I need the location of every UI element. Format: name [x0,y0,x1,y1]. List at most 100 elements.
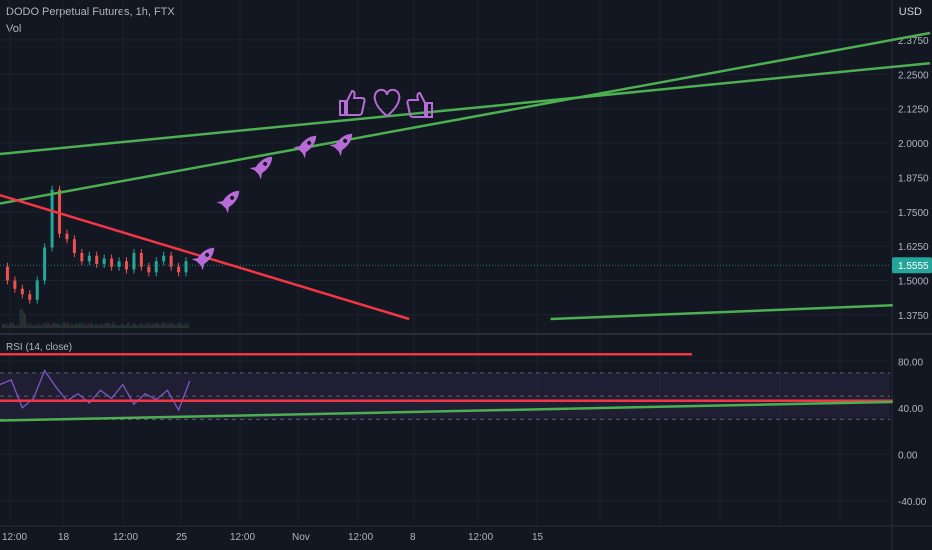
volume-bar [145,323,146,328]
volume-bar [122,323,123,328]
volume-bar [97,324,98,328]
price-tick-label: 1.6250 [898,242,929,253]
volume-bar [64,323,65,328]
candle-body [6,267,9,281]
candle-body [155,261,158,272]
volume-bar [187,326,188,328]
volume-bar [175,325,176,328]
volume-bar [181,324,182,328]
volume-bar [174,324,175,328]
candle-body [51,190,54,248]
volume-bar [169,325,170,328]
volume-bar [160,325,161,328]
volume-bar [136,325,137,328]
volume-bar [113,325,114,328]
candle-body [28,294,31,300]
price-tick-label: 1.7500 [898,208,929,219]
volume-bar [91,322,92,328]
trendline-green-3[interactable] [551,305,893,319]
volume-bar [92,324,93,328]
volume-bar [108,323,109,328]
volume-bar [102,326,103,328]
volume-bar [89,325,90,328]
volume-bar [65,322,66,328]
volume-bar [93,325,94,328]
volume-bar [31,323,32,328]
volume-bar [118,325,119,328]
volume-bar [135,324,136,328]
trendline-green-1[interactable] [0,33,930,204]
volume-bar [38,326,39,328]
volume-bar [55,323,56,328]
volume-bar [25,314,26,328]
current-price-label: 1.5555 [898,261,929,272]
volume-bar [173,323,174,328]
volume-bar [153,323,154,328]
candle-body [73,239,76,253]
volume-bar [12,323,13,328]
volume-bar [5,323,6,328]
volume-bar [79,323,80,328]
volume-bar [140,323,141,328]
candle-body [65,234,68,240]
volume-bar [188,323,189,328]
volume-bar [75,324,76,328]
volume-bar [111,326,112,328]
volume-bar [137,326,138,328]
volume-bar [35,326,36,328]
volume-bar [48,323,49,328]
volume-bar [159,323,160,328]
volume-bar [123,325,124,328]
rsi-tick-label: -40.00 [898,497,927,508]
volume-bar [57,324,58,328]
volume-bar [19,326,20,328]
volume-bar [13,323,14,328]
candle-body [132,253,135,270]
volume-bar [105,324,106,328]
volume-bar [127,322,128,328]
volume-bar [26,326,27,328]
volume-bar [85,323,86,328]
volume-bar [77,323,78,328]
volume-bar [37,324,38,328]
volume-bar [71,323,72,328]
volume-bar [27,323,28,328]
candle-body [140,253,143,267]
volume-bar [164,323,165,328]
rsi-tick-label: 80.00 [898,357,923,368]
volume-bar [115,325,116,328]
volume-bar [30,325,31,328]
volume-bar [9,325,10,328]
volume-bar [34,325,35,328]
volume-bar [141,323,142,328]
volume-bar [129,323,130,328]
price-tick-label: 1.5000 [898,277,929,288]
volume-bar [80,323,81,328]
volume-bar [184,326,185,328]
candle-body [185,261,188,272]
volume-bar [125,325,126,328]
volume-bar [152,325,153,328]
candle-body [147,267,150,273]
volume-bar [177,325,178,328]
time-tick-label: 12:00 [348,532,373,543]
volume-bar [23,312,24,328]
candle-body [88,256,91,262]
time-tick-label: 12:00 [2,532,27,543]
volume-bar [67,323,68,328]
volume-bar [167,324,168,328]
heart-icon [375,90,400,116]
volume-bar [186,322,187,328]
volume-bar [158,325,159,328]
volume-bar [180,326,181,328]
volume-bar [53,323,54,328]
volume-bar [15,325,16,328]
volume-bar [22,308,23,328]
volume-bar [107,323,108,328]
candle-body [43,248,46,281]
time-tick-label: 8 [410,532,416,543]
volume-bar [121,324,122,328]
volume-bar [17,324,18,328]
volume-bar [101,323,102,328]
